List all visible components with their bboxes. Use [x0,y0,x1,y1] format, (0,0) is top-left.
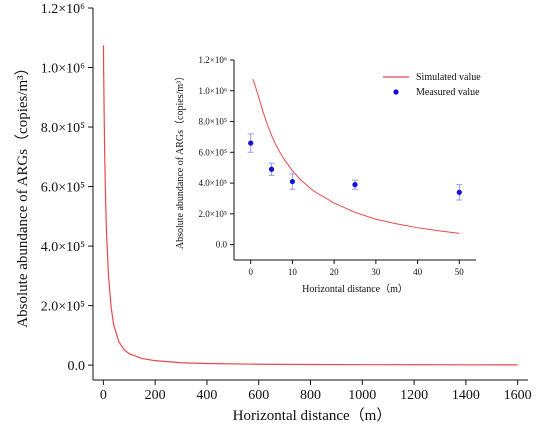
main-y-tick-label: 6.0×10⁵ [41,181,85,196]
inset-x-tick-label: 30 [371,267,381,277]
inset-y-tick-label: 1.2×10⁶ [199,55,227,65]
inset-legend: Simulated value Measured value [383,72,481,98]
inset-data-point [268,166,275,172]
legend-measured-swatch [393,89,399,95]
main-series-line-0 [102,45,518,366]
inset-x-tick-label: 0 [248,267,253,277]
inset-x-tick-label: 50 [455,267,465,277]
inset-x-tick-label: 40 [413,267,423,277]
main-x-tick-label: 800 [300,388,321,403]
main-x-ticks: 0 200 400 600 800 1000 1200 1400 1600 [100,380,532,403]
inset-y-tick-label: 1.0×10⁶ [199,86,227,96]
main-x-tick-label: 1000 [348,388,376,403]
main-y-tick-label: 2.0×10⁵ [41,300,85,315]
legend-measured-label: Measured value [416,87,480,98]
inset-y-tick-label: 0.0 [216,240,228,250]
inset-x-tick-label: 10 [288,267,298,277]
main-x-tick-label: 1200 [400,388,428,403]
inset-y-tick-label: 2.0×10⁵ [199,209,227,219]
main-y-tick-label: 0.0 [68,359,86,374]
main-y-axis-label: Absolute abundance of ARGs（copies/m³） [14,60,31,327]
inset-chart: 0 10 20 30 40 50 0.0 2.0×10⁵ 4.0×10⁵ 6.0×10⁵ 8.0×… [174,55,481,295]
main-x-tick-label: 200 [145,388,166,403]
main-y-tick-label: 4.0×10⁵ [41,240,85,255]
main-x-tick-label: 600 [248,388,269,403]
inset-data-point [248,140,254,146]
inset-y-tick-label: 4.0×10⁵ [199,178,227,188]
inset-plot-area [247,79,463,234]
main-y-ticks: 0.0 2.0×10⁵ 4.0×10⁵ 6.0×10⁵ 8.0×10⁵ 1.0×10⁶ 1.… [41,2,93,374]
main-x-tick-label: 0 [100,388,107,403]
main-x-tick-label: 1400 [452,388,480,403]
inset-y-tick-label: 6.0×10⁵ [199,147,227,157]
main-x-tick-label: 1600 [504,388,532,403]
main-plot-area [102,45,518,366]
main-y-tick-label: 1.0×10⁶ [41,62,85,77]
inset-x-ticks: 0 10 20 30 40 50 [248,260,464,277]
legend-simulated-label: Simulated value [416,72,481,83]
inset-y-ticks: 0.0 2.0×10⁵ 4.0×10⁵ 6.0×10⁵ 8.0×10⁵ 1.0×10⁶ 1.… [199,55,234,250]
main-y-tick-label: 8.0×10⁵ [41,121,85,136]
main-x-tick-label: 400 [196,388,217,403]
inset-data-point [352,182,358,188]
inset-x-tick-label: 20 [330,267,340,277]
inset-data-point [456,189,462,195]
inset-series-line-0 [252,79,460,234]
main-y-tick-label: 1.2×10⁶ [41,2,85,17]
inset-x-axis-label: Horizontal distance（m） [302,283,408,295]
inset-y-axis-label: Absolute abundance of ARGs（copies/m³） [174,71,186,249]
main-x-axis-label: Horizontal distance（m） [233,407,392,424]
inset-y-tick-label: 8.0×10⁵ [199,117,227,127]
main-chart: 0 200 400 600 800 1000 1200 1400 1600 0.02.0×10⁵… [14,2,532,424]
inset-data-point [289,178,296,185]
